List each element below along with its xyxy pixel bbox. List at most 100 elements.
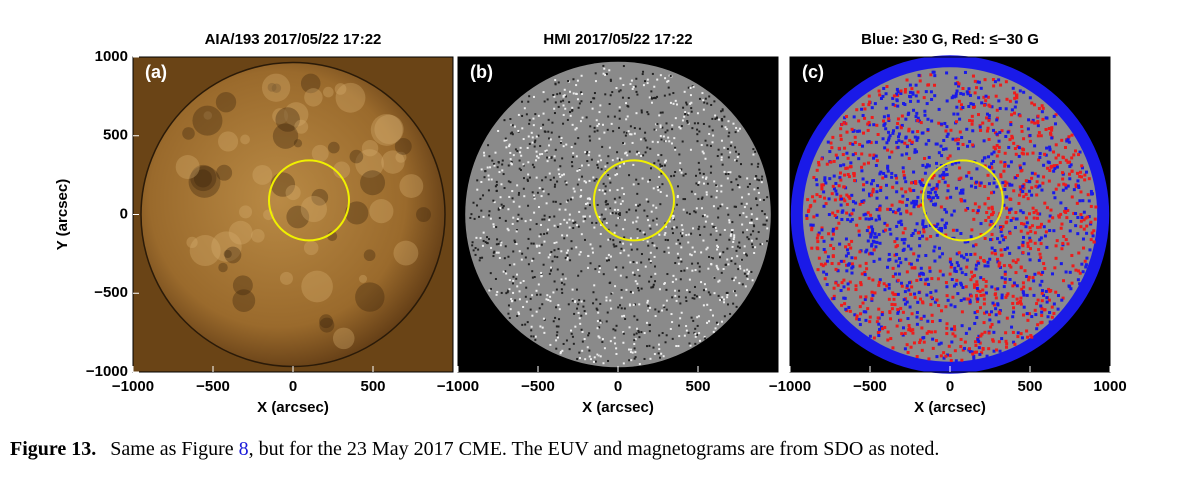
polarity-pixel (928, 269, 932, 273)
magnetogram-pixel (615, 347, 618, 350)
magnetogram-pixel (649, 357, 652, 360)
magnetogram-pixel (647, 219, 650, 222)
polarity-pixel (1002, 285, 1006, 289)
coronal-feature (267, 82, 277, 92)
magnetogram-pixel (560, 140, 563, 143)
magnetogram-pixel (517, 213, 520, 216)
magnetogram-pixel (568, 101, 571, 104)
polarity-pixel (1011, 284, 1015, 288)
magnetogram-pixel (711, 314, 714, 317)
magnetogram-pixel (617, 306, 620, 309)
magnetogram-pixel (599, 104, 602, 107)
polarity-pixel (975, 180, 979, 184)
magnetogram-pixel (583, 310, 586, 313)
polarity-pixel (970, 119, 974, 123)
polarity-pixel (973, 311, 977, 315)
y-tick-label: 500 (103, 127, 128, 144)
magnetogram-pixel (638, 363, 641, 366)
polarity-pixel (1036, 114, 1040, 118)
magnetogram-pixel (511, 131, 514, 134)
polarity-pixel (892, 129, 896, 133)
magnetogram-pixel (500, 203, 503, 206)
magnetogram-pixel (597, 354, 600, 357)
magnetogram-pixel (623, 249, 626, 252)
magnetogram-pixel (492, 225, 495, 228)
magnetogram-pixel (737, 268, 740, 271)
polarity-pixel (921, 219, 925, 223)
figure-link[interactable]: 8 (238, 438, 249, 460)
polarity-pixel (895, 190, 899, 194)
polarity-pixel (851, 265, 855, 269)
polarity-pixel (926, 164, 930, 168)
magnetogram-pixel (582, 305, 585, 308)
magnetogram-pixel (598, 111, 601, 114)
polarity-pixel (820, 157, 824, 161)
polarity-pixel (957, 177, 961, 181)
polarity-pixel (916, 119, 920, 123)
magnetogram-pixel (579, 322, 582, 325)
magnetogram-pixel (526, 179, 529, 182)
magnetogram-pixel (545, 149, 548, 152)
polarity-pixel (1033, 231, 1037, 235)
polarity-pixel (999, 175, 1003, 179)
magnetogram-pixel (679, 258, 682, 261)
polarity-pixel (998, 240, 1002, 244)
polarity-pixel (908, 305, 912, 309)
coronal-feature (355, 282, 385, 312)
polarity-pixel (957, 82, 961, 86)
magnetogram-pixel (709, 233, 712, 236)
polarity-pixel (913, 150, 917, 154)
polarity-pixel (883, 146, 887, 150)
polarity-pixel (1035, 193, 1039, 197)
magnetogram-pixel (593, 179, 596, 182)
magnetogram-pixel (676, 252, 679, 255)
magnetogram-pixel (509, 151, 512, 154)
polarity-pixel (1080, 262, 1084, 266)
polarity-pixel (905, 209, 909, 213)
magnetogram-pixel (738, 186, 741, 189)
magnetogram-pixel (637, 151, 640, 154)
polarity-pixel (940, 218, 944, 222)
magnetogram-pixel (497, 129, 500, 132)
magnetogram-pixel (541, 188, 544, 191)
polarity-pixel (1048, 320, 1052, 324)
magnetogram-pixel (625, 118, 628, 121)
magnetogram-pixel (523, 107, 526, 110)
magnetogram-pixel (649, 260, 652, 263)
magnetogram-pixel (640, 111, 643, 114)
polarity-pixel (836, 269, 840, 273)
polarity-pixel (974, 294, 978, 298)
polarity-pixel (887, 283, 891, 287)
polarity-pixel (1005, 293, 1009, 297)
magnetogram-pixel (648, 330, 651, 333)
magnetogram-pixel (610, 122, 613, 125)
magnetogram-pixel (629, 261, 632, 264)
polarity-pixel (1069, 163, 1073, 167)
polarity-pixel (1039, 304, 1043, 308)
magnetogram-pixel (501, 159, 504, 162)
magnetogram-pixel (474, 253, 477, 256)
magnetogram-pixel (756, 187, 759, 190)
magnetogram-pixel (487, 178, 490, 181)
magnetogram-pixel (736, 155, 739, 158)
polarity-pixel (1048, 214, 1052, 218)
polarity-pixel (1082, 210, 1086, 214)
polarity-pixel (958, 191, 962, 195)
polarity-pixel (910, 87, 914, 91)
polarity-pixel (901, 326, 905, 330)
magnetogram-pixel (542, 190, 545, 193)
polarity-pixel (845, 269, 849, 273)
polarity-pixel (861, 188, 865, 192)
polarity-pixel (852, 174, 856, 178)
polarity-pixel (908, 94, 912, 98)
polarity-pixel (946, 132, 950, 136)
polarity-pixel (920, 326, 924, 330)
polarity-pixel (1054, 113, 1058, 117)
magnetogram-pixel (541, 179, 544, 182)
polarity-pixel (927, 330, 931, 334)
magnetogram-pixel (648, 344, 651, 347)
magnetogram-pixel (716, 155, 719, 158)
polarity-pixel (937, 246, 941, 250)
polarity-pixel (919, 203, 923, 207)
polarity-pixel (850, 193, 854, 197)
